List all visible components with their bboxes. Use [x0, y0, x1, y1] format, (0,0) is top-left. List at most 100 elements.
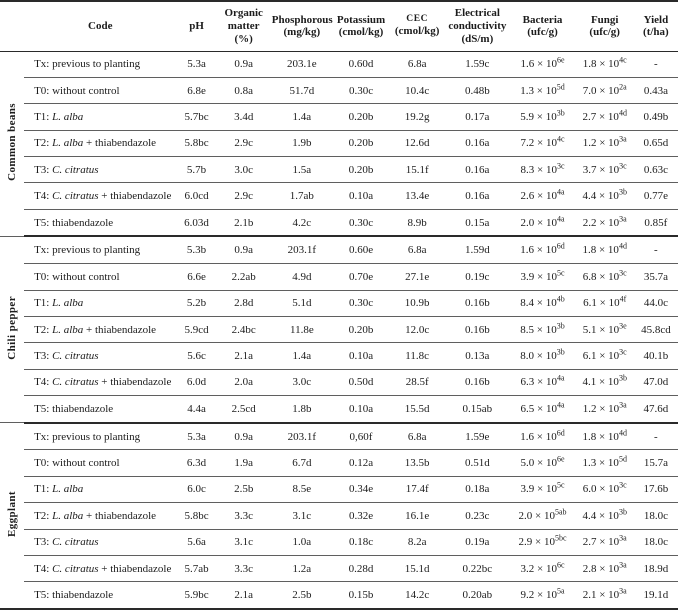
value-cell: 8.5e: [270, 476, 333, 504]
value-cell: 0.70e: [332, 263, 390, 291]
value-cell: -: [633, 422, 678, 451]
value-cell: 8.2a: [389, 529, 446, 556]
value-cell: 8.4 × 104b: [509, 290, 576, 317]
value-cell: 4.4 × 103b: [575, 182, 634, 210]
value-cell: 5.3b: [176, 236, 217, 265]
value-cell: 1.9b: [270, 130, 333, 158]
value-cell: 6.0cd: [176, 182, 217, 210]
value-cell: 1.59e: [445, 422, 510, 451]
value-cell: 0.16a: [445, 130, 510, 158]
treatment-code: T3: C. citratus: [24, 342, 177, 370]
value-cell: 18.0c: [633, 502, 678, 530]
value-cell: 0.77e: [633, 182, 678, 210]
value-cell: 15.1f: [389, 156, 446, 184]
crop-group: Common beans Tx: previous to planting 5.3a…: [0, 51, 678, 238]
treatment-code: Tx: previous to planting: [24, 236, 177, 265]
value-cell: 5.9 × 103b: [509, 103, 576, 131]
value-cell: 0.16b: [445, 316, 510, 344]
table-row: Common beans Tx: previous to planting 5.3a…: [0, 51, 678, 237]
value-cell: 18.0c: [633, 529, 678, 556]
value-cell: 16.1e: [389, 502, 446, 530]
value-cell: 0.19c: [445, 263, 510, 291]
value-cell: 0.10a: [332, 395, 390, 424]
treatment-code: T1: L. alba: [24, 103, 177, 131]
value-cell: 5.7b: [176, 156, 217, 184]
value-cell: 0.23c: [445, 502, 510, 530]
treatment-code: T4: C. citratus + thiabendazole: [24, 369, 177, 397]
column-header: Electrical conductivity (dS/m): [445, 1, 510, 52]
treatment-code: Tx: previous to planting: [24, 422, 177, 451]
value-cell: 19.1d: [633, 581, 678, 610]
treatment-code: T5: thiabendazole: [24, 395, 177, 424]
treatment-code: T5: thiabendazole: [24, 581, 177, 610]
value-cell: 1.59c: [445, 51, 510, 78]
treatment-code: T4: C. citratus + thiabendazole: [24, 182, 177, 210]
value-cell: 0.22bc: [445, 555, 510, 583]
value-cell: 2.7 × 103a: [575, 529, 634, 556]
table-row: T2: L. alba + thiabendazole 5.9cd 2.4bc 11.…: [0, 316, 678, 344]
value-cell: 8.9b: [389, 209, 446, 238]
table-row: T1: L. alba 5.2b 2.8d 5.1d 0.30c 10.9b 0.16b 8.…: [0, 290, 678, 317]
crop-group: Chili pepper Tx: previous to planting 5.3b…: [0, 236, 678, 424]
value-cell: 0.60e: [332, 236, 390, 265]
value-cell: 0.9a: [216, 236, 271, 265]
value-cell: 0.28d: [332, 555, 390, 583]
treatment-code: T5: thiabendazole: [24, 209, 177, 238]
value-cell: 0.16b: [445, 369, 510, 397]
treatment-code: T0: without control: [24, 77, 177, 105]
value-cell: 6.3d: [176, 449, 217, 477]
value-cell: 0.51d: [445, 449, 510, 477]
table-row: T4: C. citratus + thiabendazole 6.0d 2.0a 3…: [0, 369, 678, 397]
value-cell: 0.20b: [332, 316, 390, 344]
value-cell: 6.8e: [176, 77, 217, 105]
value-cell: 0.9a: [216, 51, 271, 78]
value-cell: 3.7 × 103c: [575, 156, 634, 184]
value-cell: 1.8 × 104d: [575, 236, 634, 265]
value-cell: 0.34e: [332, 476, 390, 504]
table-row: T3: C. citratus 5.6c 2.1a 1.4a 0.10a 11.8c 0.1…: [0, 342, 678, 370]
value-cell: 2.2ab: [216, 263, 271, 291]
value-cell: 6.3 × 104a: [509, 369, 576, 397]
treatment-code: T4: C. citratus + thiabendazole: [24, 555, 177, 583]
value-cell: 0.15ab: [445, 395, 510, 424]
crop-group: Eggplant Tx: previous to planting 5.3a 0.9a…: [0, 422, 678, 610]
value-cell: 51.7d: [270, 77, 333, 105]
value-cell: 0.63c: [633, 156, 678, 184]
value-cell: 0.10a: [332, 342, 390, 370]
value-cell: 40.1b: [633, 342, 678, 370]
value-cell: 5.6a: [176, 529, 217, 556]
value-cell: 0.32e: [332, 502, 390, 530]
column-header: Potassium (cmol/kg): [332, 1, 390, 52]
column-header: CEC (cmol/kg): [389, 1, 446, 52]
value-cell: 5.7ab: [176, 555, 217, 583]
value-cell: 3.0c: [216, 156, 271, 184]
value-cell: 2.1a: [216, 581, 271, 610]
column-header: Yield (t/ha): [633, 1, 678, 52]
value-cell: 0.12a: [332, 449, 390, 477]
value-cell: 35.7a: [633, 263, 678, 291]
value-cell: 13.4e: [389, 182, 446, 210]
value-cell: 0.50d: [332, 369, 390, 397]
table-row: T0: without control 6.8e 0.8a 51.7d 0.30c 10.…: [0, 77, 678, 105]
value-cell: 1.6 × 106d: [509, 236, 576, 265]
table-row: Chili pepper Tx: previous to planting 5.3b…: [0, 236, 678, 424]
value-cell: 28.5f: [389, 369, 446, 397]
column-header: pH: [176, 1, 217, 52]
value-cell: 203.1f: [270, 422, 333, 451]
value-cell: 0.49b: [633, 103, 678, 131]
table-row: T1: L. alba 6.0c 2.5b 8.5e 0.34e 17.4f 0.18a 3.…: [0, 476, 678, 504]
value-cell: 19.2g: [389, 103, 446, 131]
value-cell: 5.2b: [176, 290, 217, 317]
value-cell: 2.1b: [216, 209, 271, 238]
value-cell: 2.5cd: [216, 395, 271, 424]
value-cell: 1.7ab: [270, 182, 333, 210]
value-cell: 6.6e: [176, 263, 217, 291]
value-cell: 0.20b: [332, 103, 390, 131]
value-cell: 5.9cd: [176, 316, 217, 344]
corner-cell: [0, 1, 25, 52]
value-cell: 3.0c: [270, 369, 333, 397]
value-cell: 0.60d: [332, 51, 390, 78]
value-cell: 6.5 × 104a: [509, 395, 576, 424]
value-cell: 1.2a: [270, 555, 333, 583]
value-cell: -: [633, 51, 678, 78]
